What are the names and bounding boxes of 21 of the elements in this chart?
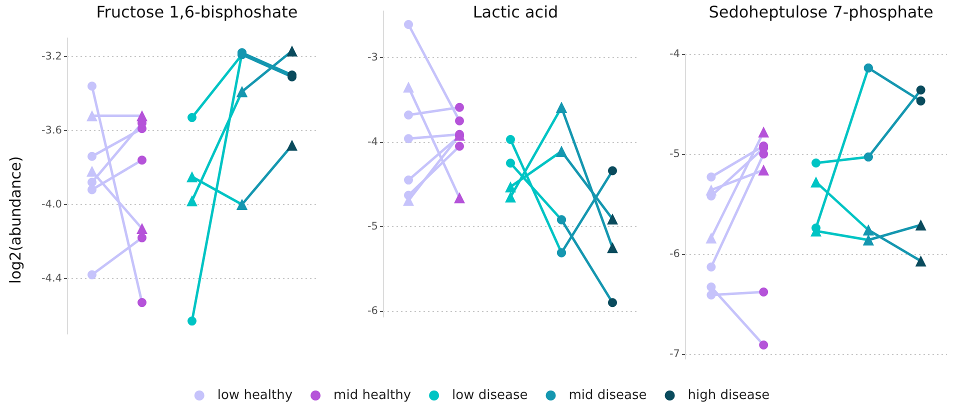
legend-label: mid disease (568, 388, 647, 403)
chart-title: Fructose 1,6-bisphoshate (96, 2, 298, 22)
y-tick-label: -4.0 (42, 198, 62, 210)
y-tick-label: -3.2 (42, 50, 62, 62)
y-tick-label: -6 (368, 305, 378, 318)
y-tick-label: -7 (670, 348, 680, 360)
y-axis-title: log2(abundance) (6, 156, 24, 284)
y-tick-label: -4 (368, 136, 378, 148)
legend-label: low healthy (217, 388, 293, 403)
y-tick-label: -3.6 (42, 124, 62, 136)
legend-label: low disease (452, 388, 528, 403)
legend-label: mid healthy (334, 388, 412, 403)
y-tick-label: -6 (670, 248, 680, 260)
chart-title: Sedoheptulose 7-phosphate (708, 2, 934, 22)
y-tick-label: -4.4 (42, 272, 62, 284)
legend-label: high disease (688, 388, 770, 403)
y-tick-label: -5 (670, 148, 680, 160)
y-tick-label: -5 (368, 220, 378, 233)
y-tick-label: -4 (670, 48, 680, 60)
y-tick-label: -3 (368, 51, 378, 64)
chart-title: Lactic acid (472, 2, 558, 22)
